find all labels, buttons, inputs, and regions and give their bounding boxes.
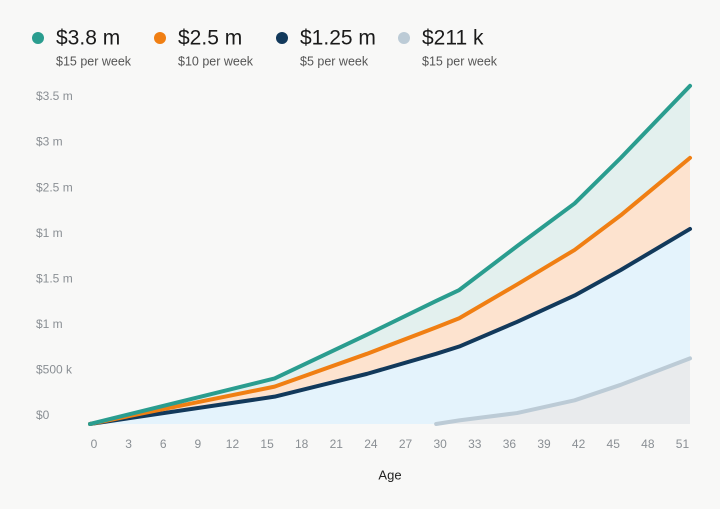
x-tick-label: 12	[226, 437, 240, 451]
legend-sub: $10 per week	[178, 54, 254, 68]
area	[90, 228, 690, 424]
x-tick-label: 6	[160, 437, 167, 451]
x-tick-label: 24	[364, 437, 378, 451]
y-tick-label: $3 m	[36, 135, 63, 149]
x-tick-label: 0	[91, 437, 98, 451]
x-tick-label: 45	[607, 437, 621, 451]
legend-dot	[154, 32, 166, 44]
line	[88, 226, 692, 426]
x-tick-label: 42	[572, 437, 586, 451]
x-tick-label: 18	[295, 437, 309, 451]
legend-value: $211 k	[422, 27, 484, 50]
x-tick-label: 21	[330, 437, 344, 451]
x-tick-label: 15	[260, 437, 274, 451]
legend-value: $2.5 m	[178, 27, 242, 50]
x-tick-label: 36	[503, 437, 517, 451]
area	[436, 358, 690, 424]
x-tick-label: 48	[641, 437, 655, 451]
x-tick-label: 27	[399, 437, 413, 451]
legend-dot	[398, 32, 410, 44]
legend-sub: $15 per week	[422, 54, 498, 68]
legend-dot	[276, 32, 288, 44]
y-tick-label: $1 m	[36, 317, 63, 331]
x-tick-label: 3	[125, 437, 132, 451]
x-tick-label: 9	[195, 437, 202, 451]
line	[88, 83, 692, 426]
y-tick-label: $3.5 m	[36, 89, 73, 103]
x-tick-label: 33	[468, 437, 482, 451]
legend-sub: $15 per week	[56, 54, 132, 68]
legend-dot	[32, 32, 44, 44]
x-tick-label: 51	[676, 437, 690, 451]
line	[434, 356, 692, 426]
legend-value: $1.25 m	[300, 27, 376, 50]
y-tick-label: $1.5 m	[36, 271, 73, 285]
x-axis-label: Age	[378, 467, 401, 482]
legend-sub: $5 per week	[300, 54, 369, 68]
y-tick-label: $1 m	[36, 226, 63, 240]
legend-value: $3.8 m	[56, 27, 120, 50]
line	[88, 155, 692, 426]
x-tick-label: 39	[537, 437, 551, 451]
x-tick-label: 30	[433, 437, 447, 451]
y-tick-label: $0	[36, 408, 50, 422]
y-tick-label: $2.5 m	[36, 180, 73, 194]
y-tick-label: $500 k	[36, 363, 73, 377]
